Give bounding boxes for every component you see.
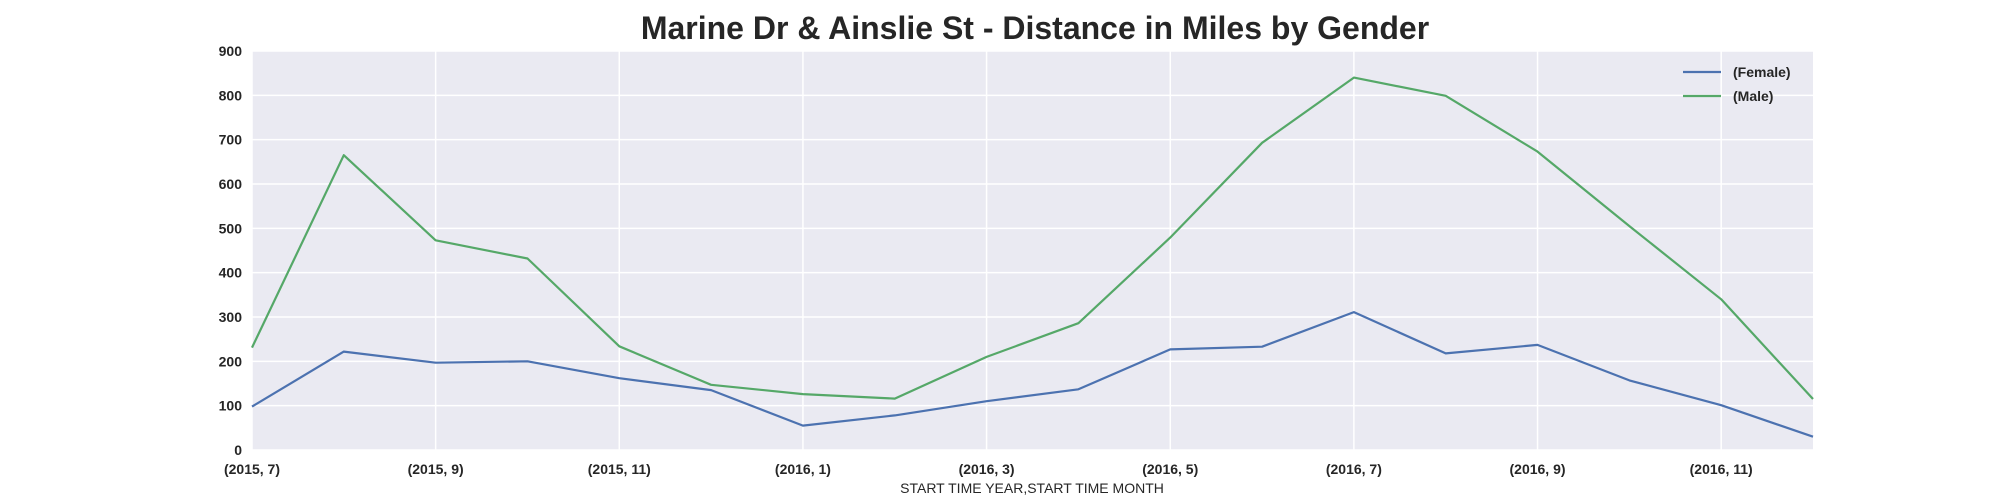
- y-tick-label: 200: [219, 353, 243, 369]
- x-tick-label: (2015, 9): [408, 461, 464, 477]
- x-tick-label: (2016, 7): [1326, 461, 1382, 477]
- legend-label: (Female): [1733, 64, 1791, 80]
- y-tick-label: 600: [219, 176, 243, 192]
- series-lines: [251, 76, 1814, 438]
- x-tick-label: (2016, 11): [1690, 461, 1753, 477]
- chart-title: Marine Dr & Ainslie St - Distance in Mil…: [640, 10, 1430, 46]
- y-tick-label: 700: [219, 132, 243, 148]
- y-tick-label: 0: [234, 442, 242, 458]
- legend: (Female) (Male): [1683, 64, 1791, 104]
- x-tick-label: (2015, 7): [224, 461, 280, 477]
- x-tick-label: (2015, 11): [588, 461, 651, 477]
- x-tick-label: (2016, 1): [775, 461, 831, 477]
- y-tick-label: 400: [219, 265, 243, 281]
- legend-label: (Male): [1733, 88, 1773, 104]
- y-tick-label: 500: [219, 220, 243, 236]
- plot-area: [252, 51, 1813, 450]
- grid-lines: [251, 50, 1813, 451]
- x-tick-label: (2016, 3): [959, 461, 1015, 477]
- y-axis-ticks: 0 100 200 300 400 500 600 700 800 900: [219, 43, 243, 458]
- y-tick-label: 100: [219, 398, 243, 414]
- x-axis-ticks: (2015, 7) (2015, 9) (2015, 11) (2016, 1) (20…: [224, 461, 1753, 477]
- x-axis-label: START TIME YEAR,START TIME MONTH: [900, 480, 1164, 496]
- x-tick-label: (2016, 5): [1142, 461, 1198, 477]
- y-tick-label: 300: [219, 309, 243, 325]
- series-line-female: [251, 311, 1814, 438]
- y-tick-label: 800: [219, 87, 243, 103]
- y-tick-label: 900: [219, 43, 243, 59]
- x-tick-label: (2016, 9): [1510, 461, 1566, 477]
- series-line-male: [251, 76, 1814, 400]
